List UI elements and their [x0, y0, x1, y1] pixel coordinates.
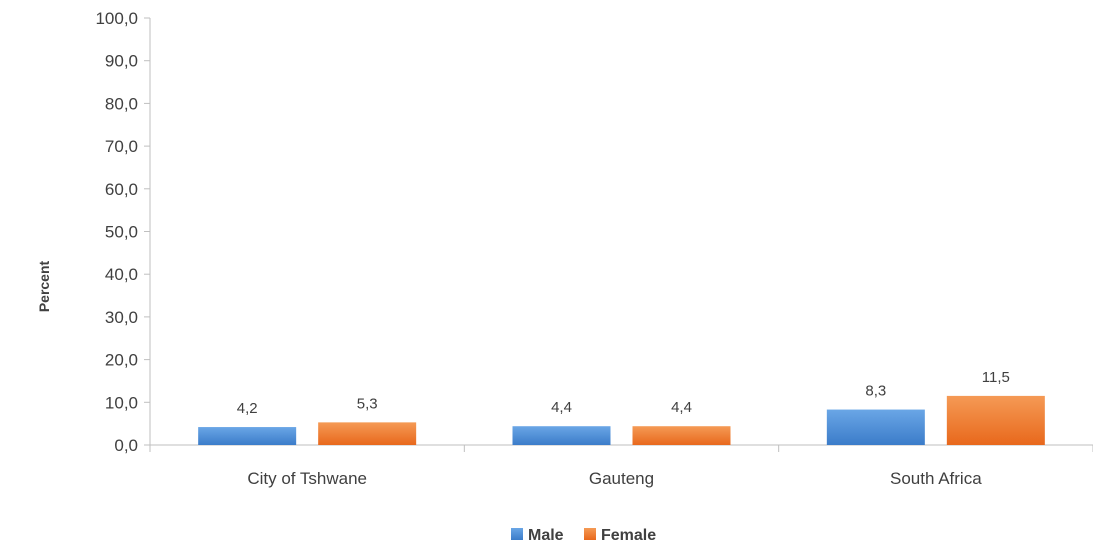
bar-female-1	[632, 426, 731, 445]
y-tick-label: 0,0	[114, 436, 138, 455]
x-tick-label: South Africa	[890, 469, 982, 488]
y-tick-label: 10,0	[105, 393, 138, 412]
x-tick-label: City of Tshwane	[247, 469, 367, 488]
y-tick-label: 100,0	[95, 9, 138, 28]
data-labels: 4,2 4,4 8,3 5,3 4,4 11,5	[237, 369, 1010, 417]
y-tick-label: 90,0	[105, 52, 138, 71]
bar-female-2	[946, 395, 1045, 445]
x-axis: City of Tshwane Gauteng South Africa	[149, 444, 1093, 488]
legend-swatch-female	[584, 528, 596, 540]
y-tick-label: 60,0	[105, 180, 138, 199]
data-label-male-1: 4,4	[551, 399, 572, 416]
y-axis-title: Percent	[36, 260, 52, 312]
legend-label-male: Male	[528, 527, 564, 544]
data-label-female-2: 11,5	[982, 369, 1010, 386]
y-tick-label: 30,0	[105, 308, 138, 327]
legend-swatch-male	[511, 528, 523, 540]
bars	[198, 395, 1045, 445]
y-tick-label: 80,0	[105, 94, 138, 113]
x-tick-label: Gauteng	[589, 469, 654, 488]
data-label-male-2: 8,3	[865, 383, 886, 400]
legend-label-female: Female	[601, 527, 656, 544]
y-tick-label: 70,0	[105, 137, 138, 156]
data-label-male-0: 4,2	[237, 400, 258, 417]
data-label-female-0: 5,3	[357, 395, 378, 412]
y-axis: 0,0 10,0 20,0 30,0 40,0 50,0 60,0 70,0 80,0 90,0 1…	[95, 9, 151, 455]
y-tick-label: 20,0	[105, 351, 138, 370]
legend: Male Female	[511, 527, 656, 544]
y-tick-label: 50,0	[105, 223, 138, 242]
y-tick-label: 40,0	[105, 265, 138, 284]
bar-female-0	[318, 422, 417, 445]
data-label-female-1: 4,4	[671, 399, 692, 416]
bar-male-1	[512, 426, 611, 445]
bar-male-2	[826, 409, 925, 445]
bar-male-0	[198, 427, 297, 445]
